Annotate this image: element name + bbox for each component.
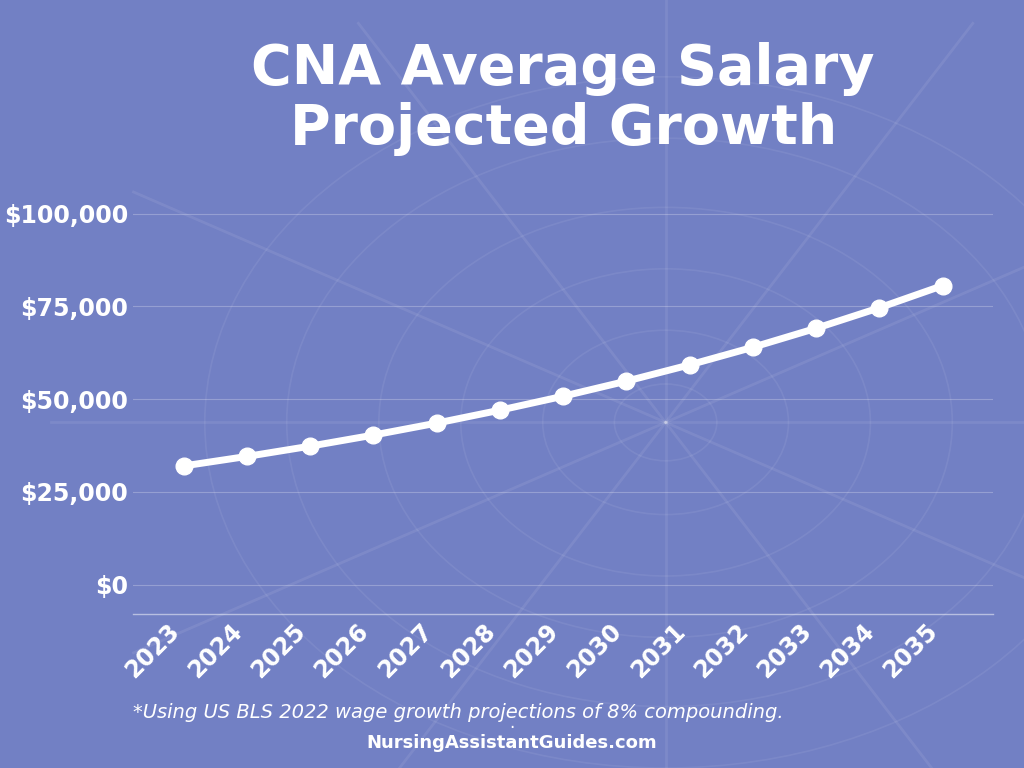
- Text: NursingAssistantGuides.com: NursingAssistantGuides.com: [367, 734, 657, 753]
- Text: ·: ·: [509, 719, 515, 737]
- Text: *Using US BLS 2022 wage growth projections of 8% compounding.: *Using US BLS 2022 wage growth projectio…: [133, 703, 783, 722]
- Title: CNA Average Salary
Projected Growth: CNA Average Salary Projected Growth: [252, 41, 874, 156]
